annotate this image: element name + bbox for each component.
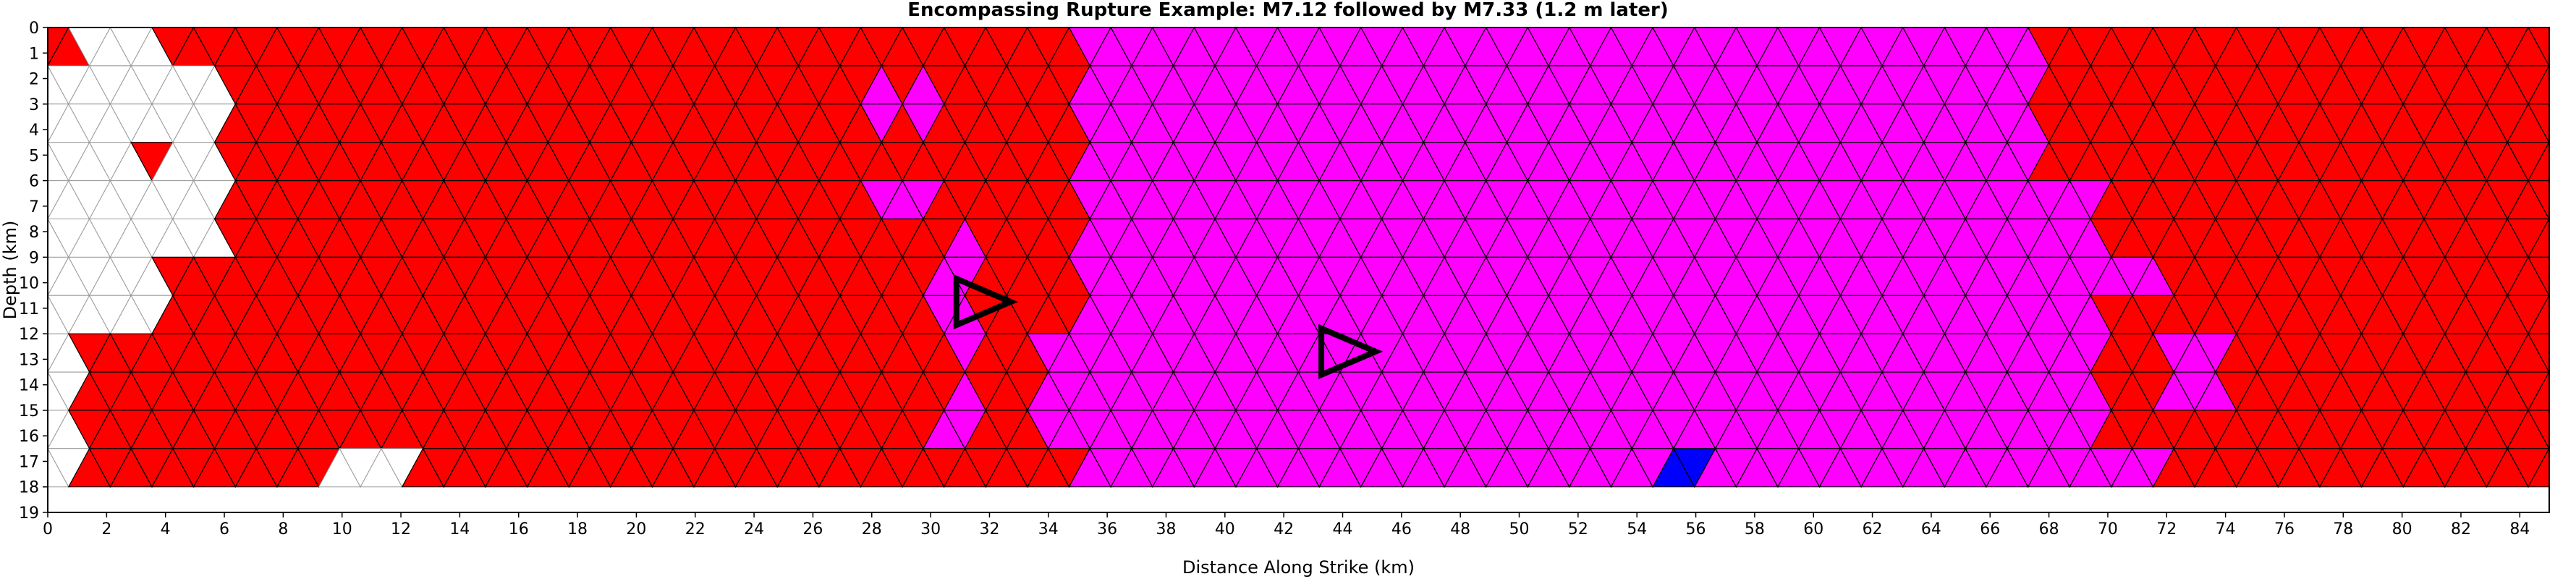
y-tick-label: 14 [19,377,39,395]
y-tick-label: 19 [19,504,39,523]
hypocenter-marker [953,274,1018,330]
x-tick-label: 48 [1450,520,1470,538]
x-tick-label: 16 [509,520,529,538]
x-tick-label: 42 [1274,520,1294,538]
y-tick-label: 12 [19,326,39,344]
y-tick-label: 18 [19,479,39,497]
x-tick-label: 64 [1921,520,1941,538]
x-tick-label: 14 [449,520,470,538]
x-tick-label: 18 [567,520,588,538]
x-tick-label: 4 [161,520,171,538]
y-tick-label: 2 [29,71,39,89]
x-tick-label: 10 [332,520,352,538]
hypocenter-marker [1318,324,1384,379]
hypocenter-markers [953,274,1384,379]
x-tick-label: 30 [920,520,941,538]
x-tick-label: 46 [1391,520,1412,538]
x-tick-label: 36 [1097,520,1117,538]
x-tick-label: 28 [862,520,882,538]
x-tick-label: 84 [2509,520,2530,538]
x-tick-label: 20 [626,520,646,538]
y-tick-label: 13 [19,351,39,369]
y-tick-label: 1 [29,45,39,63]
y-tick-label: 9 [29,249,39,267]
y-tick-label: 4 [29,122,39,140]
x-tick-label: 56 [1686,520,1706,538]
x-tick-label: 62 [1863,520,1883,538]
x-tick-label: 80 [2392,520,2412,538]
y-tick-label: 3 [29,96,39,114]
x-tick-label: 70 [2098,520,2118,538]
y-tick-label: 0 [29,20,39,38]
y-tick-label: 17 [19,453,39,471]
chart-title: Encompassing Rupture Example: M7.12 foll… [907,0,1669,21]
x-tick-label: 66 [1980,520,2000,538]
x-tick-label: 32 [979,520,999,538]
x-tick-label: 72 [2156,520,2177,538]
x-tick-label: 60 [1803,520,1823,538]
mesh-cells [46,26,2550,488]
y-tick-label: 11 [19,300,39,318]
x-tick-label: 52 [1568,520,1588,538]
x-tick-label: 6 [219,520,229,538]
y-tick-label: 8 [29,224,39,242]
y-axis-label: Depth (km) [0,221,20,320]
x-axis-ticks: 0 2 4 6 8 10 12 14 16 18 20 22 24 26 28 30 32 34 36 38 40 42 4… [43,512,2530,538]
x-tick-label: 2 [101,520,111,538]
y-tick-label: 15 [19,402,39,420]
x-tick-label: 22 [685,520,706,538]
y-tick-label: 5 [29,147,39,165]
x-tick-label: 68 [2039,520,2059,538]
x-tick-label: 12 [391,520,411,538]
x-tick-label: 0 [43,520,53,538]
x-axis-label: Distance Along Strike (km) [1182,557,1415,578]
x-tick-label: 8 [278,520,288,538]
x-tick-label: 78 [2333,520,2353,538]
y-tick-label: 6 [29,173,39,191]
x-tick-label: 58 [1745,520,1765,538]
x-tick-label: 76 [2274,520,2295,538]
x-tick-label: 24 [744,520,764,538]
x-tick-label: 50 [1509,520,1530,538]
x-tick-label: 34 [1038,520,1059,538]
x-tick-label: 38 [1156,520,1176,538]
x-tick-label: 26 [802,520,823,538]
x-tick-label: 74 [2216,520,2236,538]
y-tick-label: 10 [19,275,39,293]
x-tick-label: 82 [2451,520,2471,538]
x-tick-label: 40 [1215,520,1235,538]
plot-frame [47,27,2550,513]
y-tick-label: 7 [29,198,39,216]
x-tick-label: 44 [1333,520,1353,538]
y-tick-label: 16 [19,428,39,446]
x-tick-label: 54 [1627,520,1647,538]
